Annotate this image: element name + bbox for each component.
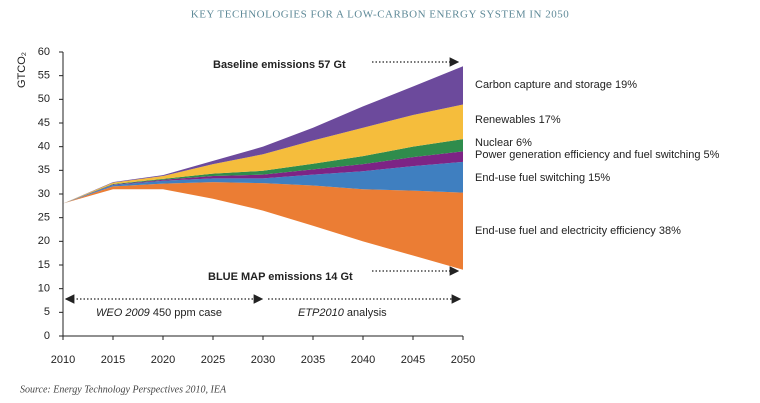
x-tick-label: 2035 <box>301 354 325 366</box>
annotation-part: 450 ppm case <box>150 307 222 319</box>
legend-label: Carbon capture and storage 19% <box>475 79 637 91</box>
legend-label: Nuclear 6% <box>475 137 532 149</box>
x-tick-label: 2045 <box>401 354 425 366</box>
annotation: WEO 2009 450 ppm case <box>96 307 222 319</box>
area <box>63 139 463 204</box>
area <box>63 182 463 270</box>
chart-title: KEY TECHNOLOGIES FOR A LOW-CARBON ENERGY… <box>191 9 570 21</box>
annotation: BLUE MAP emissions 14 Gt <box>208 271 353 283</box>
y-tick-label: 30 <box>38 188 50 200</box>
annotation: Baseline emissions 57 Gt <box>213 59 346 71</box>
legend-label: Power generation efficiency and fuel swi… <box>475 149 720 161</box>
y-tick-label: 15 <box>38 259 50 271</box>
x-tick-label: 2010 <box>51 354 75 366</box>
x-tick-label: 2015 <box>101 354 125 366</box>
x-tick-label: 2030 <box>251 354 275 366</box>
y-tick-label: 45 <box>38 117 50 129</box>
legend-label: End-use fuel and electricity efficiency … <box>475 225 681 237</box>
annotation-part: WEO 2009 <box>96 307 150 319</box>
y-tick-label: 40 <box>38 141 50 153</box>
y-tick-label: 20 <box>38 235 50 247</box>
y-tick-label: 35 <box>38 164 50 176</box>
annotation-part: analysis <box>344 307 387 319</box>
area <box>63 104 463 204</box>
x-tick-label: 2020 <box>151 354 175 366</box>
y-tick-label: 10 <box>38 283 50 295</box>
y-tick-label: 0 <box>44 330 50 342</box>
y-axis-label: GTCO₂ <box>16 52 28 88</box>
legend-label: Renewables 17% <box>475 114 561 126</box>
x-tick-label: 2050 <box>451 354 475 366</box>
y-tick-label: 55 <box>38 70 50 82</box>
annotation: ETP2010 analysis <box>298 307 387 319</box>
annotation-part: ETP2010 <box>298 307 345 319</box>
y-tick-label: 50 <box>38 93 50 105</box>
x-tick-label: 2025 <box>201 354 225 366</box>
y-tick-label: 60 <box>38 46 50 58</box>
source: Source: Energy Technology Perspectives 2… <box>20 384 227 395</box>
y-tick-label: 25 <box>38 212 50 224</box>
area <box>63 161 463 204</box>
plot: End-use fuel and electricity efficiency … <box>38 46 720 366</box>
x-tick-label: 2040 <box>351 354 375 366</box>
y-tick-label: 5 <box>44 306 50 318</box>
legend-label: End-use fuel switching 15% <box>475 172 610 184</box>
area <box>63 151 463 204</box>
